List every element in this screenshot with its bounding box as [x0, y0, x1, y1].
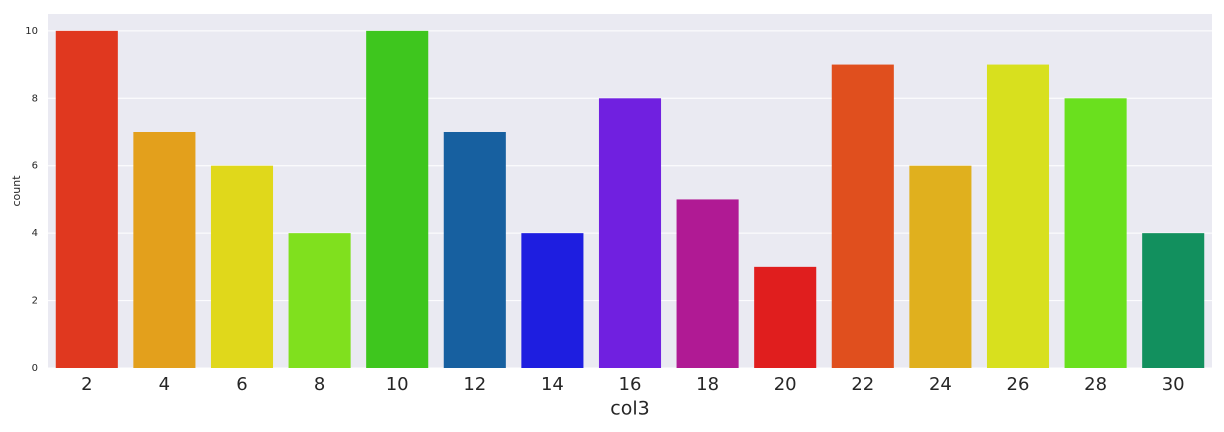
x-tick-label: 14: [541, 374, 564, 395]
x-tick-label: 4: [159, 374, 170, 395]
x-tick-label: 6: [236, 374, 247, 395]
x-tick-label: 18: [696, 374, 719, 395]
x-tick-label: 10: [386, 374, 409, 395]
x-tick-label: 20: [774, 374, 797, 395]
x-tick-label: 2: [81, 374, 92, 395]
x-tick-label: 16: [619, 374, 642, 395]
bar: [210, 165, 274, 368]
bar: [598, 98, 662, 369]
bar: [133, 132, 196, 368]
bar: [1142, 233, 1205, 368]
y-axis-label: count: [10, 175, 23, 207]
bar: [676, 199, 739, 368]
bar: [443, 132, 506, 368]
bar: [754, 266, 817, 368]
y-tick-label: 2: [32, 296, 38, 307]
x-tick-label: 24: [929, 374, 952, 395]
y-tick-label: 4: [32, 228, 38, 239]
bar: [521, 233, 584, 368]
bar: [1064, 98, 1127, 369]
x-tick-label: 28: [1084, 374, 1107, 395]
bar: [909, 165, 972, 368]
y-tick-label: 0: [32, 363, 38, 374]
x-tick-label: 8: [314, 374, 325, 395]
x-tick-label: 30: [1162, 374, 1185, 395]
y-tick-label: 6: [32, 161, 38, 172]
x-axis-label: col3: [610, 398, 649, 420]
bar: [831, 64, 894, 369]
x-tick-label: 12: [463, 374, 486, 395]
x-tick-label: 22: [851, 374, 874, 395]
bar: [366, 30, 429, 368]
y-tick-label: 8: [32, 93, 38, 104]
y-tick-label: 10: [25, 26, 38, 37]
bar: [986, 64, 1050, 369]
x-tick-label: 26: [1007, 374, 1030, 395]
bar: [288, 233, 351, 368]
bar: [55, 30, 118, 368]
